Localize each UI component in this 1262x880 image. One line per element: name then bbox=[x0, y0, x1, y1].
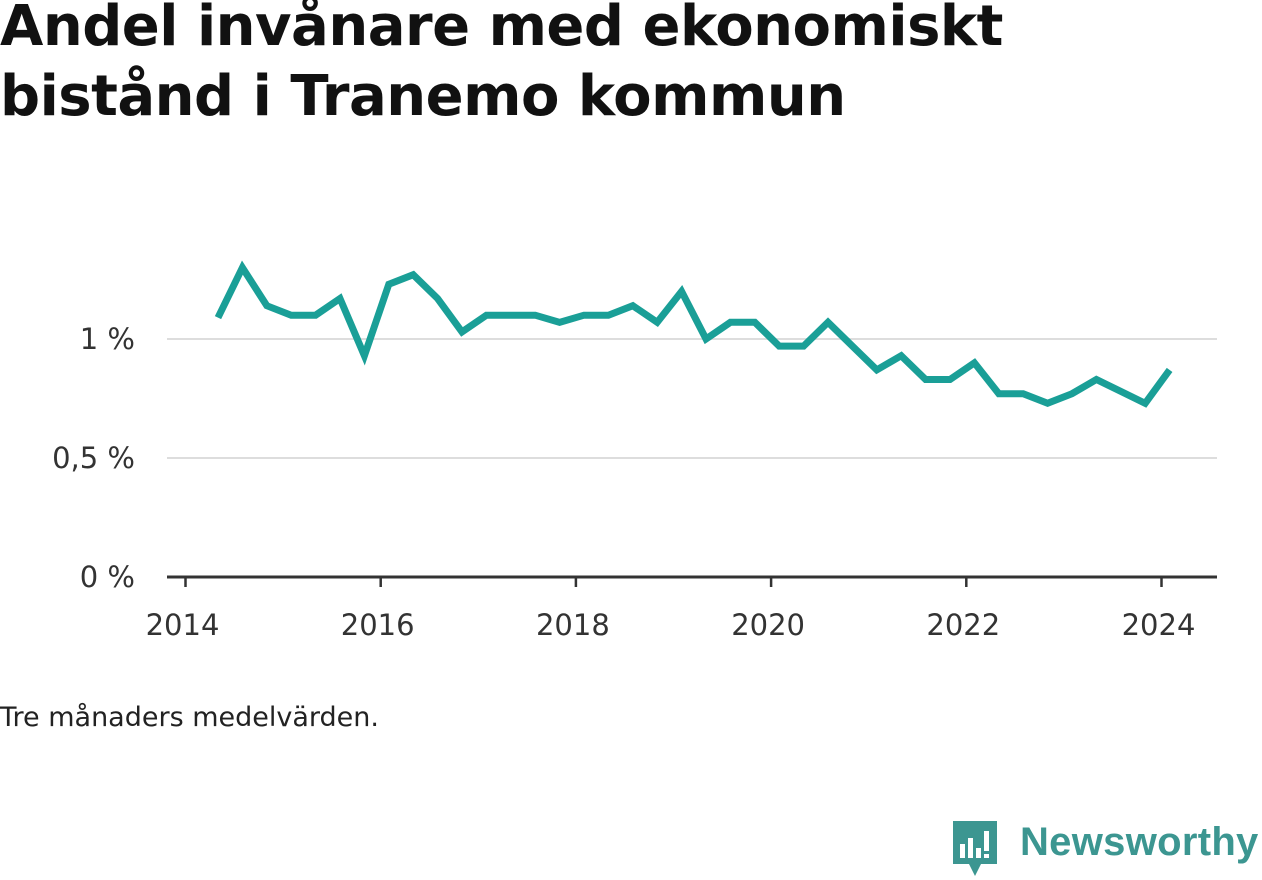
data-point bbox=[825, 319, 832, 326]
data-point bbox=[1117, 388, 1124, 395]
y-tick-label: 1 % bbox=[80, 322, 135, 356]
x-tick-label: 2014 bbox=[146, 608, 220, 642]
series-line bbox=[214, 260, 1173, 408]
data-point bbox=[385, 281, 392, 288]
y-tick-label: 0,5 % bbox=[52, 441, 135, 475]
data-point bbox=[849, 343, 856, 350]
data-point bbox=[898, 352, 905, 359]
data-point bbox=[581, 312, 588, 319]
data-point bbox=[703, 336, 710, 343]
data-point bbox=[995, 390, 1002, 397]
chart-title: Andel invånare med ekonomiskt bistånd i … bbox=[0, 0, 1003, 129]
y-axis-labels: 0 % 0,5 % 1 % bbox=[52, 322, 135, 594]
data-point bbox=[1044, 400, 1051, 407]
data-point bbox=[215, 314, 222, 321]
x-tick-label: 2016 bbox=[341, 608, 415, 642]
data-point bbox=[459, 328, 466, 335]
chart-note: Tre månaders medelvärden. bbox=[0, 702, 379, 733]
data-point bbox=[483, 312, 490, 319]
data-point bbox=[1020, 390, 1027, 397]
gridlines bbox=[167, 338, 1217, 459]
data-point bbox=[727, 319, 734, 326]
x-tick-label: 2024 bbox=[1122, 608, 1196, 642]
data-point bbox=[678, 288, 685, 295]
data-point bbox=[1093, 376, 1100, 383]
x-tick-label: 2020 bbox=[731, 608, 805, 642]
data-point bbox=[776, 343, 783, 350]
data-point bbox=[556, 319, 563, 326]
data-point bbox=[1069, 390, 1076, 397]
data-point bbox=[507, 312, 514, 319]
data-point bbox=[800, 343, 807, 350]
data-point bbox=[873, 366, 880, 373]
data-point bbox=[1166, 366, 1173, 373]
data-point bbox=[629, 302, 636, 309]
x-axis bbox=[167, 575, 1217, 587]
data-point bbox=[1142, 400, 1149, 407]
data-point bbox=[434, 295, 441, 302]
data-point bbox=[971, 359, 978, 366]
data-point bbox=[288, 312, 295, 319]
y-tick-label: 0 % bbox=[80, 560, 135, 594]
data-point bbox=[605, 312, 612, 319]
data-point bbox=[337, 295, 344, 302]
series-layer bbox=[214, 260, 1173, 408]
brand-logo: Newsworthy bbox=[950, 818, 1259, 880]
data-point bbox=[947, 376, 954, 383]
data-point bbox=[922, 376, 929, 383]
data-point bbox=[239, 264, 246, 271]
data-point bbox=[654, 319, 661, 326]
line-chart: 0 % 0,5 % 1 % 2014 2016 2018 2020 2022 2024 bbox=[52, 260, 1217, 642]
x-tick-label: 2022 bbox=[926, 608, 1000, 642]
newsworthy-logo-icon bbox=[953, 821, 997, 876]
data-point bbox=[312, 312, 319, 319]
data-point bbox=[410, 271, 417, 278]
data-point bbox=[263, 302, 270, 309]
brand-name: Newsworthy bbox=[1020, 820, 1259, 864]
x-axis-labels: 2014 2016 2018 2020 2022 2024 bbox=[146, 608, 1196, 642]
x-tick-label: 2018 bbox=[536, 608, 610, 642]
data-point bbox=[532, 312, 539, 319]
data-point bbox=[361, 352, 368, 359]
data-point bbox=[751, 319, 758, 326]
